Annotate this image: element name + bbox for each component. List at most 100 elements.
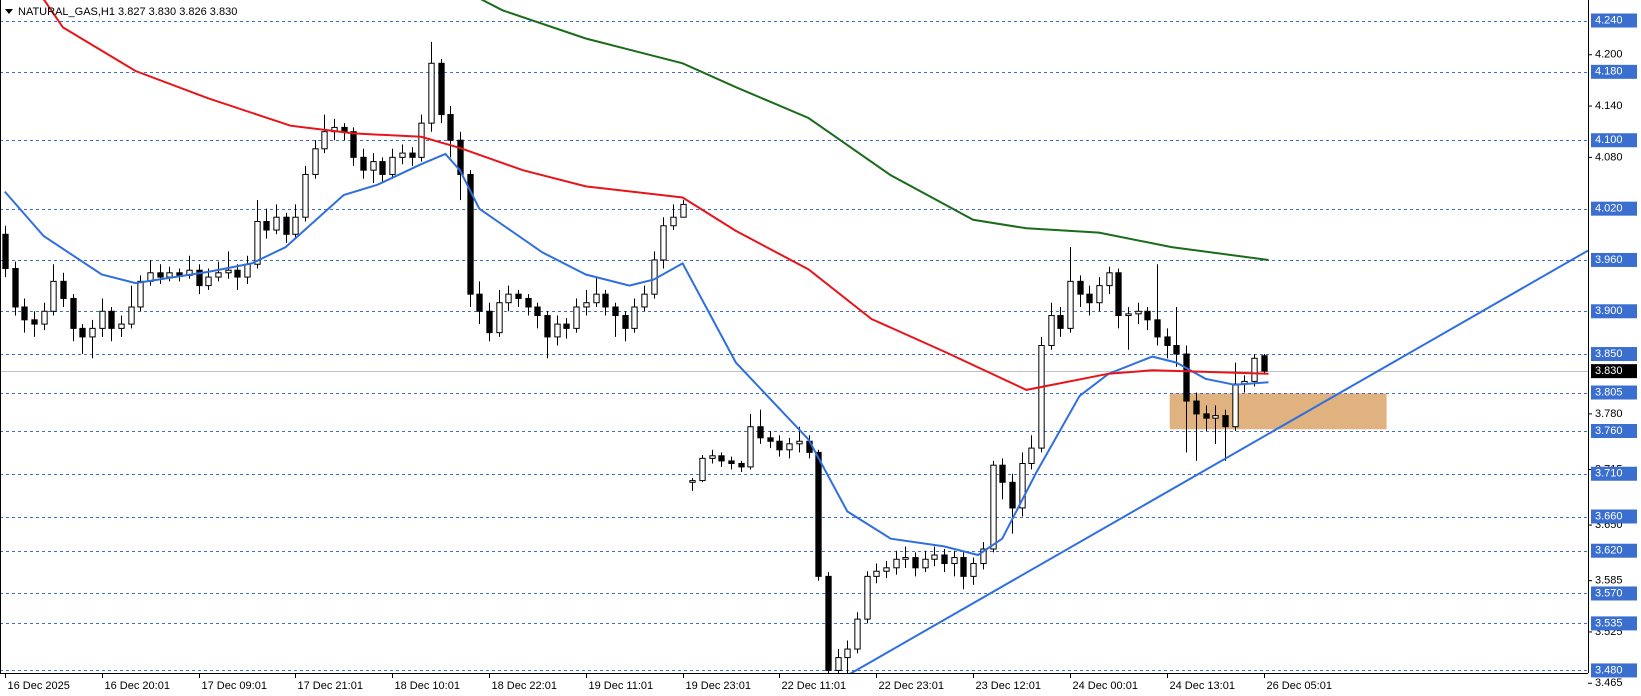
- candle-body: [1232, 383, 1239, 428]
- candle-body: [1009, 481, 1016, 509]
- candle-body: [1261, 355, 1268, 372]
- level-label-box: [1591, 347, 1637, 362]
- candle-body: [689, 480, 696, 483]
- ma-line: [480, 0, 1269, 261]
- chart-title: NATURAL_GAS,H1 3.827 3.830 3.826 3.830: [18, 6, 237, 18]
- level-label: 3.850: [1595, 348, 1623, 360]
- candle-body: [951, 557, 958, 565]
- level-label: 3.535: [1595, 617, 1623, 629]
- candle-body: [137, 280, 144, 308]
- candle-body: [873, 570, 880, 577]
- candle-body: [31, 319, 38, 325]
- candle-body: [467, 173, 474, 295]
- candle-body: [1019, 462, 1026, 509]
- candle-body: [990, 464, 997, 550]
- candle-body: [709, 455, 716, 459]
- candle-body: [128, 306, 135, 325]
- candle-body: [505, 293, 512, 304]
- candle-body: [573, 306, 580, 329]
- level-label-box: [1591, 385, 1637, 400]
- candle-body: [79, 327, 86, 338]
- candle-body: [399, 152, 406, 158]
- candle-body: [883, 567, 890, 572]
- y-tick-label: 3.780: [1595, 408, 1623, 420]
- ma-line: [4, 152, 1269, 557]
- candle-body: [283, 216, 290, 235]
- level-label-box: [1591, 201, 1637, 216]
- candle-body: [525, 297, 532, 308]
- candle-body: [544, 315, 551, 338]
- candle-body: [835, 657, 842, 671]
- candle-body: [912, 557, 919, 569]
- candle-body: [1125, 313, 1132, 317]
- candle-body: [554, 323, 561, 338]
- level-label-box: [1591, 64, 1637, 79]
- x-tick-label: 26 Dec 05:01: [1267, 680, 1332, 692]
- candle-body: [844, 648, 851, 659]
- candle-body: [825, 575, 832, 671]
- level-label-box: [1591, 423, 1637, 438]
- candle-body: [776, 440, 783, 451]
- candle-body: [1164, 336, 1171, 346]
- candle-body: [622, 315, 629, 329]
- candle-body: [602, 293, 609, 308]
- candle-body: [273, 216, 280, 231]
- candle-body: [166, 272, 173, 278]
- x-tick-label: 22 Dec 23:01: [879, 680, 944, 692]
- candle-body: [786, 443, 793, 451]
- candle-body: [263, 220, 270, 231]
- x-tick-label: 24 Dec 00:01: [1073, 680, 1138, 692]
- candle-body: [1106, 272, 1113, 287]
- candle-body: [767, 437, 774, 442]
- candle-body: [389, 156, 396, 175]
- candle-body: [457, 139, 464, 175]
- candle-body: [244, 263, 251, 278]
- candle-body: [496, 302, 503, 334]
- candle-body: [1077, 280, 1084, 295]
- candle-body: [341, 126, 348, 133]
- candle-body: [922, 558, 929, 569]
- candle-body: [321, 131, 328, 150]
- level-label: 3.805: [1595, 386, 1623, 398]
- level-label: 3.710: [1595, 468, 1623, 480]
- level-label-box: [1591, 663, 1637, 678]
- candle-body: [534, 306, 541, 317]
- candle-body: [41, 310, 48, 325]
- level-label-box: [1591, 466, 1637, 481]
- candle-body: [379, 161, 386, 175]
- candle-body: [970, 563, 977, 577]
- y-tick-label: 3.585: [1595, 575, 1623, 587]
- candle-body: [631, 306, 638, 329]
- candle-body: [108, 310, 115, 329]
- candle-body: [680, 203, 687, 218]
- x-tick-label: 19 Dec 23:01: [686, 680, 751, 692]
- candle-body: [815, 451, 822, 577]
- candle-body: [854, 618, 861, 650]
- candle-body: [2, 233, 9, 270]
- y-tick-label: 4.080: [1595, 151, 1623, 163]
- level-label: 3.620: [1595, 545, 1623, 557]
- candle-body: [157, 272, 164, 278]
- candle-body: [21, 306, 28, 321]
- candle-body: [99, 310, 106, 329]
- level-label: 4.240: [1595, 14, 1623, 26]
- candle-body: [1203, 413, 1210, 419]
- plot-area: [0, 0, 1588, 673]
- level-label: 3.660: [1595, 510, 1623, 522]
- candle-body: [89, 327, 96, 338]
- menu-arrow[interactable]: [5, 9, 13, 14]
- candle-body: [1115, 272, 1122, 317]
- level-label: 3.960: [1595, 254, 1623, 266]
- candle-body: [941, 554, 948, 565]
- candle-body: [660, 225, 667, 261]
- candle-body: [360, 156, 367, 171]
- level-label: 4.100: [1595, 134, 1623, 146]
- candle-body: [738, 462, 745, 468]
- trendline: [849, 249, 1588, 673]
- candle-body: [476, 293, 483, 312]
- candle-body: [205, 276, 212, 287]
- x-tick-label: 22 Dec 11:01: [782, 680, 847, 692]
- candle-body: [999, 464, 1006, 483]
